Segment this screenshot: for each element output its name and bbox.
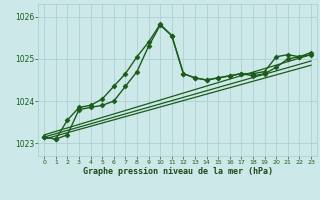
X-axis label: Graphe pression niveau de la mer (hPa): Graphe pression niveau de la mer (hPa) [83, 167, 273, 176]
